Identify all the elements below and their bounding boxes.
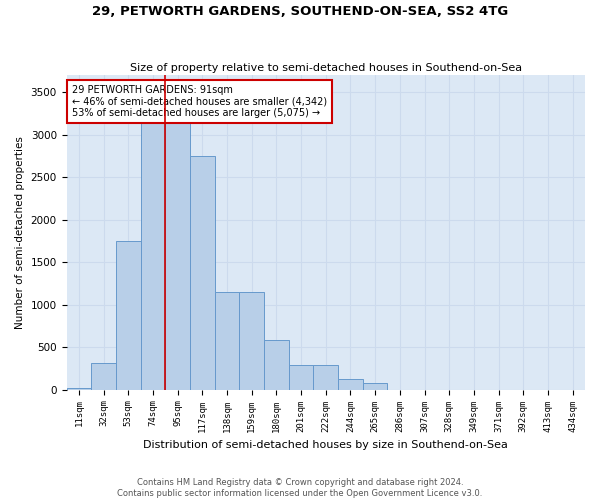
Bar bbox=[91, 364, 116, 390]
Bar bbox=[264, 340, 289, 390]
Text: 29, PETWORTH GARDENS, SOUTHEND-ON-SEA, SS2 4TG: 29, PETWORTH GARDENS, SOUTHEND-ON-SEA, S… bbox=[92, 5, 508, 18]
Bar bbox=[338, 378, 363, 390]
Bar bbox=[215, 292, 239, 390]
Bar bbox=[165, 109, 190, 390]
Text: 29 PETWORTH GARDENS: 91sqm
← 46% of semi-detached houses are smaller (4,342)
53%: 29 PETWORTH GARDENS: 91sqm ← 46% of semi… bbox=[72, 84, 327, 118]
Title: Size of property relative to semi-detached houses in Southend-on-Sea: Size of property relative to semi-detach… bbox=[130, 63, 522, 73]
Bar bbox=[116, 241, 140, 390]
Y-axis label: Number of semi-detached properties: Number of semi-detached properties bbox=[15, 136, 25, 329]
Bar bbox=[67, 388, 91, 390]
Bar bbox=[239, 292, 264, 390]
Bar bbox=[363, 383, 388, 390]
Text: Contains HM Land Registry data © Crown copyright and database right 2024.
Contai: Contains HM Land Registry data © Crown c… bbox=[118, 478, 482, 498]
Bar bbox=[190, 156, 215, 390]
Bar bbox=[313, 365, 338, 390]
Bar bbox=[140, 92, 165, 390]
Bar bbox=[289, 365, 313, 390]
X-axis label: Distribution of semi-detached houses by size in Southend-on-Sea: Distribution of semi-detached houses by … bbox=[143, 440, 508, 450]
